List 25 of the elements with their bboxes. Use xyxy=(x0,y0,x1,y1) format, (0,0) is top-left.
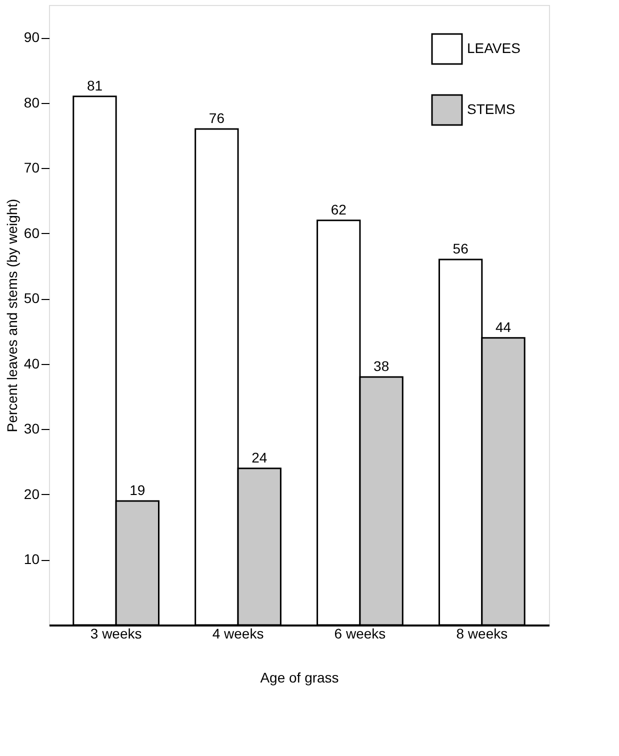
y-tick-label: 50 xyxy=(24,290,40,306)
y-tick-label: 10 xyxy=(24,551,40,568)
data-label: 62 xyxy=(330,201,347,218)
data-label: 76 xyxy=(208,110,225,126)
data-label: 38 xyxy=(374,358,390,374)
data-label: 56 xyxy=(452,240,469,257)
y-tick-label: 60 xyxy=(24,224,40,241)
x-tick-label: 8 weeks xyxy=(456,626,508,642)
legend-label: STEMS xyxy=(467,101,516,117)
y-tick-label: 90 xyxy=(24,29,40,46)
x-tick-label: 6 weeks xyxy=(334,626,386,642)
y-axis-title: Percent leaves and stems (by weight) xyxy=(4,198,20,432)
y-tick-label: 30 xyxy=(24,420,40,437)
x-axis-title: Age of grass xyxy=(260,670,339,686)
data-label: 19 xyxy=(130,482,146,498)
y-tick-label: 20 xyxy=(24,486,40,502)
y-tick-label: 80 xyxy=(24,94,40,110)
data-label: 44 xyxy=(495,318,512,335)
y-tick-label: 40 xyxy=(24,355,40,372)
x-tick-label: 4 weeks xyxy=(212,626,264,642)
legend-label: LEAVES xyxy=(467,40,520,56)
data-label: 24 xyxy=(252,449,268,466)
x-tick-label: 3 weeks xyxy=(90,626,142,642)
y-tick-label: 70 xyxy=(24,160,40,176)
data-label: 81 xyxy=(86,77,103,94)
